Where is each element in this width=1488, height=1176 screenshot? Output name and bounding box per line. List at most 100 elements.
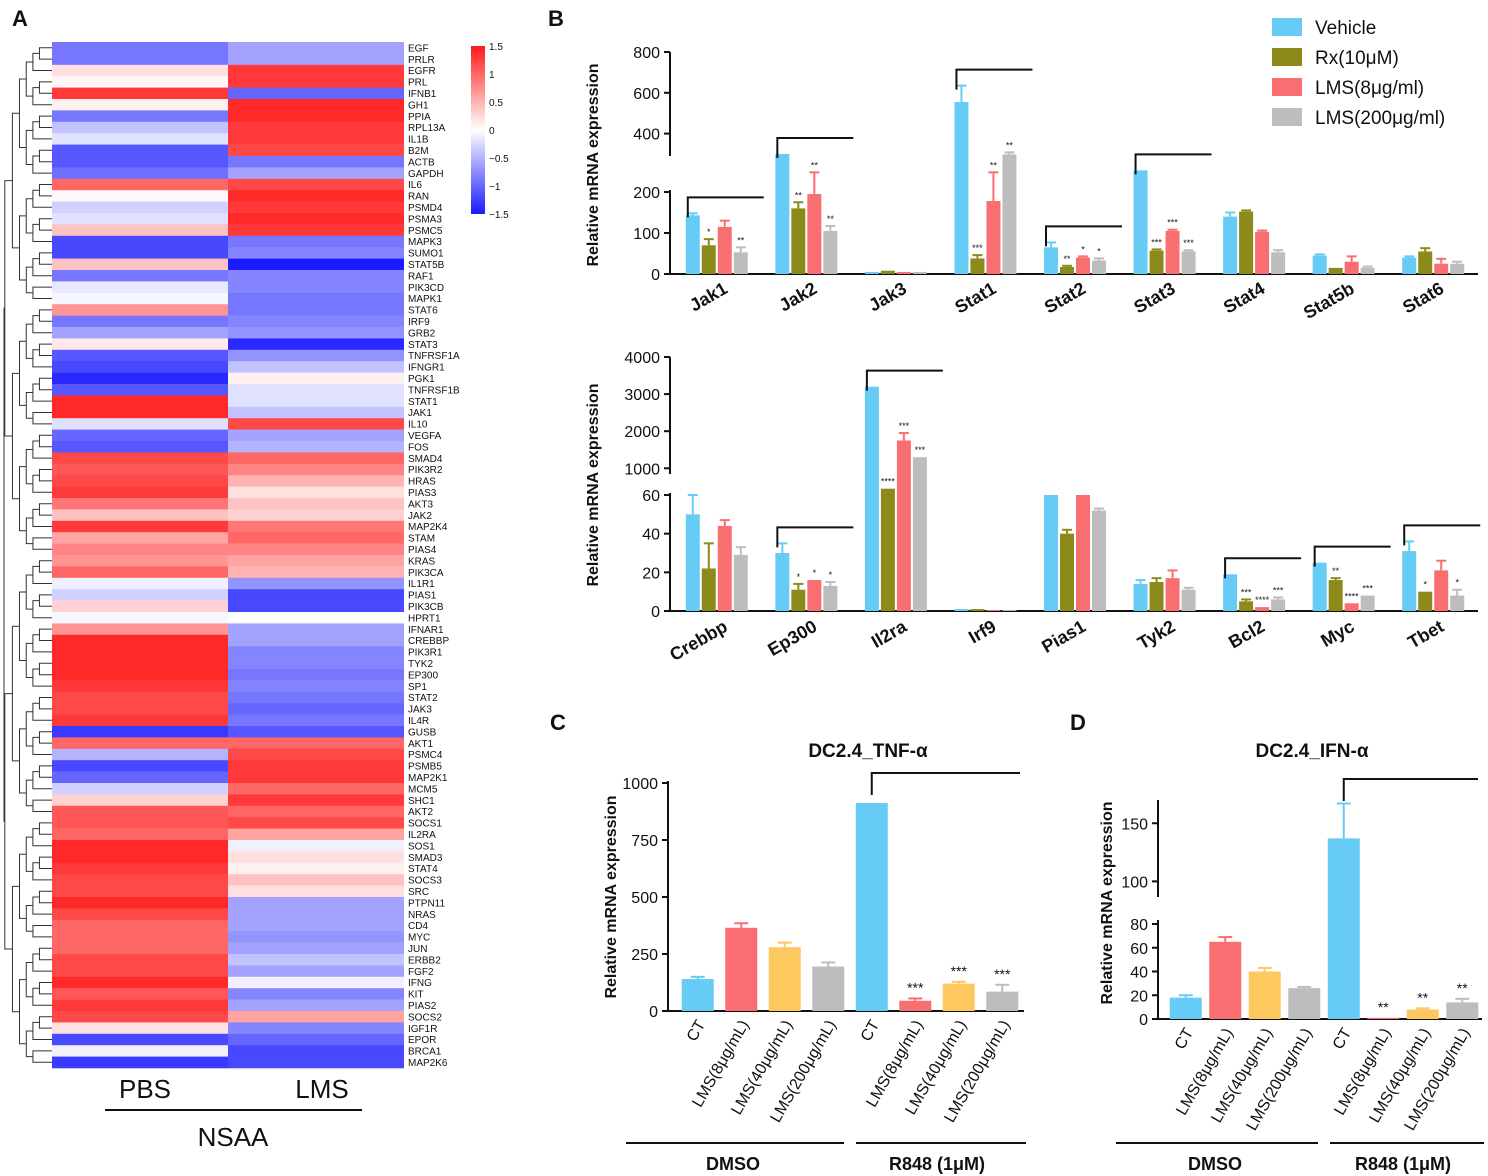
heatmap-row-label: STAT6 xyxy=(408,306,438,317)
dendrogram-branch xyxy=(32,896,52,915)
x-tick-label: Pias1 xyxy=(1038,616,1089,657)
heatmap-cell xyxy=(228,235,404,248)
heatmap-cell xyxy=(228,338,404,351)
colorbar-tick-label: 1 xyxy=(489,70,495,81)
heatmap-cell xyxy=(228,885,404,898)
heatmap-cell xyxy=(228,418,404,430)
heatmap-cell xyxy=(52,224,228,237)
heatmap-cell xyxy=(228,566,404,579)
heatmap-row-label: EGFR xyxy=(408,66,436,77)
dendrogram-branch xyxy=(38,731,52,744)
heatmap-cell xyxy=(52,463,228,476)
heatmap-cell xyxy=(52,1045,228,1057)
heatmap-cell xyxy=(228,897,404,909)
dendrogram-branch xyxy=(32,189,52,208)
bar-chart-b-bottom: 0 20 40 60 1000 2000 3000 4000 Relative mRNA exp… xyxy=(585,350,1481,665)
bar xyxy=(725,927,758,1011)
heatmap-row-label: JAK3 xyxy=(408,705,432,716)
heatmap-row-label: MAP2K6 xyxy=(408,1058,448,1069)
heatmap-row-label: MAPK3 xyxy=(408,237,442,248)
heatmap-row-label: PSMC5 xyxy=(408,226,443,237)
dendrogram-branch xyxy=(25,905,33,932)
heatmap-cell xyxy=(52,862,228,875)
bar xyxy=(1223,574,1238,611)
comparison-bracket xyxy=(865,369,943,391)
dendrogram-branch xyxy=(32,87,52,106)
heatmap-row-label: SUMO1 xyxy=(408,249,444,260)
dendrogram-branch xyxy=(38,765,52,778)
dendrogram-branch xyxy=(25,129,33,166)
bar xyxy=(823,230,838,274)
heatmap-cell xyxy=(228,543,404,556)
bar xyxy=(685,514,700,611)
heatmap-cell xyxy=(228,64,404,77)
heatmap-row-label: AKT3 xyxy=(408,499,433,510)
heatmap-row-label: PIAS1 xyxy=(408,591,437,602)
bar xyxy=(775,154,790,274)
significance-marker: *** xyxy=(915,445,926,455)
heatmap-row-label: SMAD4 xyxy=(408,454,443,465)
heatmap-row-label: IFNAR1 xyxy=(408,625,444,636)
heatmap-cell xyxy=(52,988,228,1000)
heatmap-cell xyxy=(52,897,228,909)
heatmap-cell xyxy=(228,874,404,886)
heatmap-cell xyxy=(228,634,404,647)
comparison-bracket xyxy=(1134,153,1212,175)
significance-marker: ** xyxy=(827,214,835,224)
bar xyxy=(1255,231,1270,274)
heatmap-row-label: ACTB xyxy=(408,157,435,168)
dendrogram-branch xyxy=(25,962,33,998)
heatmap-cell xyxy=(228,315,404,328)
dendrogram-branch xyxy=(32,799,52,812)
bar xyxy=(1044,247,1058,274)
dendrogram-branch xyxy=(38,856,52,869)
bar xyxy=(1446,1002,1479,1019)
heatmap-cell xyxy=(228,600,404,613)
heatmap-cell xyxy=(52,327,228,339)
heatmap-row-label: IFNG xyxy=(408,978,432,989)
heatmap-cell xyxy=(52,315,228,328)
comparison-bracket xyxy=(1313,545,1391,567)
dendrogram-branch xyxy=(38,662,52,676)
y-tick-label: 40 xyxy=(1130,965,1148,982)
significance-marker: ** xyxy=(1332,566,1340,576)
dendrogram-branch xyxy=(25,574,33,610)
dendrogram-branch xyxy=(32,52,52,71)
dendrogram-branch xyxy=(38,149,52,163)
comparison-bracket xyxy=(1342,778,1478,801)
heatmap-cell xyxy=(228,349,404,362)
heatmap-cell xyxy=(52,452,228,465)
bar xyxy=(1450,263,1465,274)
comparison-bracket xyxy=(870,772,1020,795)
heatmap-cell xyxy=(52,1022,228,1035)
bar xyxy=(823,585,838,611)
dendrogram-branch xyxy=(25,323,33,359)
bar xyxy=(1002,154,1017,274)
significance-marker: *** xyxy=(972,243,983,253)
dendrogram-branch xyxy=(19,853,27,919)
heatmap-cell xyxy=(228,1011,404,1023)
bar xyxy=(1312,562,1327,611)
x-tick-label: Jak1 xyxy=(686,278,731,315)
heatmap-cell xyxy=(52,783,228,795)
heatmap-cell xyxy=(228,270,404,282)
heatmap-cell xyxy=(52,566,228,579)
bar xyxy=(717,525,732,611)
dendrogram-branch xyxy=(25,198,33,234)
heatmap-row-label: MYC xyxy=(408,933,430,944)
heatmap-cell xyxy=(228,748,404,761)
significance-marker: * xyxy=(813,568,817,578)
heatmap-cell xyxy=(228,247,404,259)
heatmap-cell xyxy=(228,954,404,966)
heatmap-row-label: PSMB5 xyxy=(408,762,442,773)
heatmap-row-label: JAK1 xyxy=(408,408,432,419)
heatmap-cell xyxy=(52,384,228,396)
dendrogram-branch xyxy=(38,697,52,710)
y-tick-label: 20 xyxy=(1130,988,1148,1005)
bar xyxy=(791,589,806,611)
bar xyxy=(899,1000,932,1011)
heatmap-cell xyxy=(228,441,404,453)
bar xyxy=(986,201,1001,274)
bar xyxy=(1367,1017,1400,1019)
heatmap-row-label: GAPDH xyxy=(408,169,444,180)
